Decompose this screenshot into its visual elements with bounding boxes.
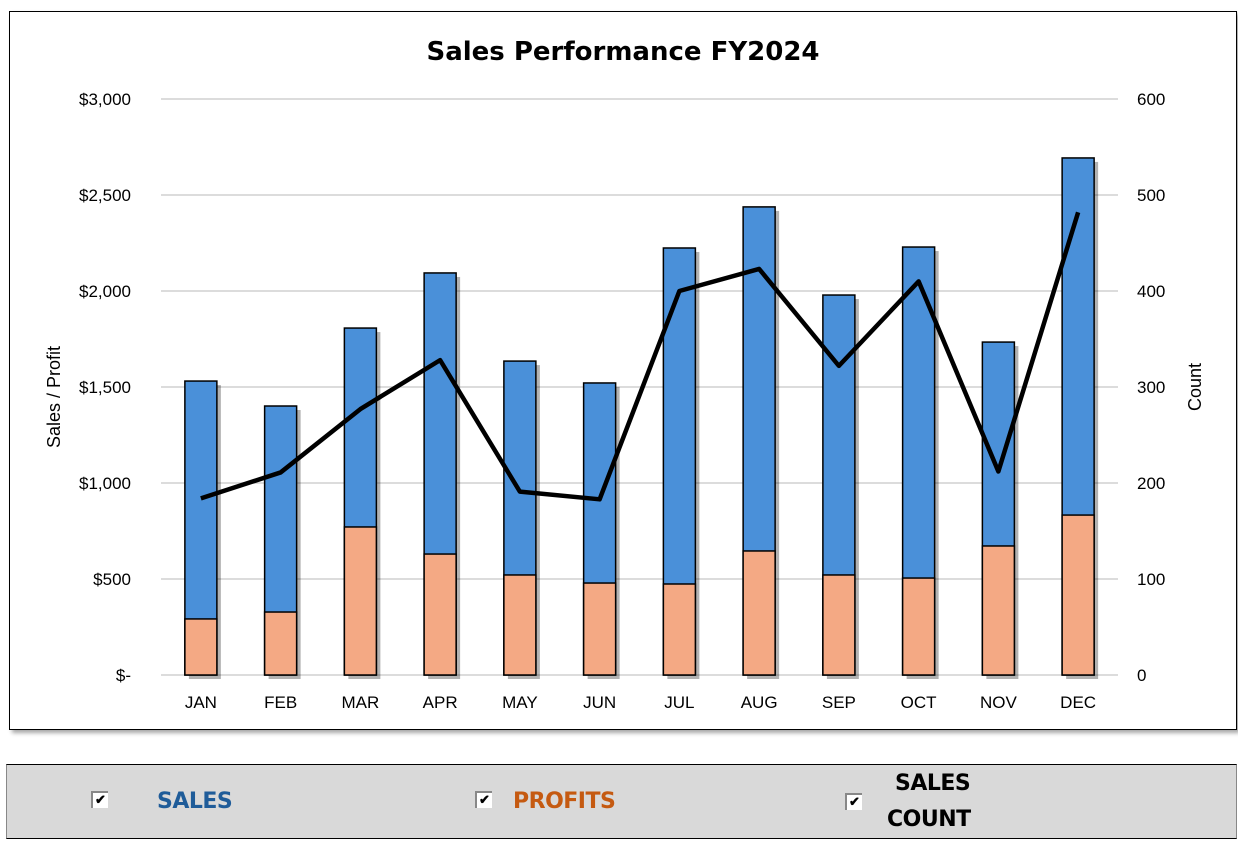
chart-title: Sales Performance FY2024 — [426, 37, 819, 67]
sales-count-toggle-label-line1: SALES — [895, 771, 971, 796]
x-tick-label: MAY — [502, 693, 538, 712]
y-tick-label: $3,000 — [79, 90, 131, 109]
profit-bar — [901, 577, 936, 676]
x-tick-label: SEP — [822, 693, 856, 712]
sales-checkbox[interactable]: ✔ — [91, 791, 108, 808]
profit-bar — [423, 553, 457, 676]
profit-bar — [582, 582, 617, 676]
x-tick-label: APR — [423, 693, 458, 712]
y-tick-label: $500 — [93, 570, 131, 589]
y-tick-label: $2,000 — [79, 282, 131, 301]
sales-count-line — [200, 211, 1081, 502]
x-tick-label: FEB — [264, 693, 297, 712]
y2-tick-label: 600 — [1137, 90, 1165, 109]
y-axis-label: Sales / Profit — [44, 346, 64, 448]
profit-bar — [662, 583, 697, 676]
y-tick-label: $1,000 — [79, 474, 131, 493]
y-tick-label: $- — [116, 666, 131, 685]
profit-bar — [263, 611, 298, 676]
profit-bar — [742, 550, 776, 676]
profits-toggle-label: PROFITS — [513, 789, 616, 814]
x-tick-label: JUL — [664, 693, 694, 712]
y2-tick-label: 400 — [1137, 282, 1165, 301]
profit-bar — [981, 545, 1016, 676]
chart-container: Sales Performance FY2024 $- $500 $1,000 $1,5… — [9, 11, 1237, 730]
profits-checkbox[interactable]: ✔ — [475, 791, 492, 808]
x-tick-label: JAN — [185, 693, 217, 712]
profit-bar — [184, 618, 218, 676]
y2-tick-label: 0 — [1137, 666, 1146, 685]
x-tick-label: OCT — [901, 693, 937, 712]
sales-chart: Sales Performance FY2024 $- $500 $1,000 $1,5… — [44, 37, 1205, 712]
profit-bar — [503, 574, 537, 676]
x-tick-label: DEC — [1060, 693, 1096, 712]
sales-count-checkbox[interactable]: ✔ — [845, 793, 862, 810]
y-tick-label: $2,500 — [79, 186, 131, 205]
y2-tick-label: 200 — [1137, 474, 1165, 493]
y2-tick-label: 500 — [1137, 186, 1165, 205]
y2-tick-label: 100 — [1137, 570, 1165, 589]
x-tick-label: JUN — [583, 693, 616, 712]
profit-bar — [343, 526, 378, 676]
x-tick-label: NOV — [980, 693, 1018, 712]
x-tick-label: MAR — [341, 693, 379, 712]
profit-bar — [822, 574, 856, 676]
profit-bar — [1061, 514, 1095, 676]
sales-count-toggle-label-line2: COUNT — [887, 807, 971, 832]
sales-toggle-label: SALES — [157, 789, 233, 814]
x-tick-label: AUG — [741, 693, 778, 712]
y2-axis-label: Count — [1185, 363, 1205, 411]
y2-tick-label: 300 — [1137, 378, 1165, 397]
series-toggle-panel: ✔ SALES ✔ PROFITS ✔ SALES COUNT — [6, 764, 1237, 839]
y-tick-label: $1,500 — [79, 378, 131, 397]
